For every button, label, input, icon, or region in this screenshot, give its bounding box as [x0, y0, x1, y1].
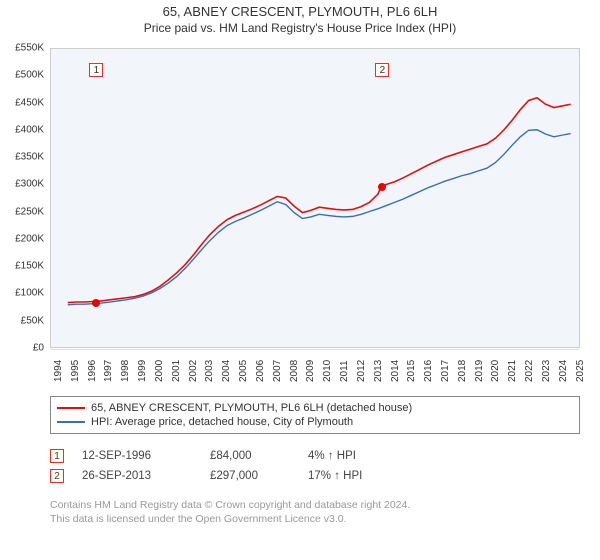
y-axis-labels: £0£50K£100K£150K£200K£250K£300K£350K£400… [0, 48, 48, 348]
y-tick-label: £400K [15, 124, 44, 135]
x-tick-label: 2014 [390, 360, 401, 382]
x-tick-label: 1997 [103, 360, 114, 382]
x-tick-label: 2003 [204, 360, 215, 382]
x-tick-label: 2002 [188, 360, 199, 382]
x-tick-label: 2013 [373, 360, 384, 382]
x-tick-label: 2009 [305, 360, 316, 382]
x-tick-label: 2023 [541, 360, 552, 382]
x-tick-label: 2004 [221, 360, 232, 382]
x-tick-label: 2019 [474, 360, 485, 382]
y-tick-label: £150K [15, 261, 44, 272]
sale-row-badge: 1 [50, 449, 64, 463]
x-tick-label: 1994 [53, 360, 64, 382]
y-tick-label: £200K [15, 233, 44, 244]
y-tick-label: £450K [15, 97, 44, 108]
sale-marker-badge: 2 [375, 63, 389, 77]
x-tick-label: 2008 [289, 360, 300, 382]
y-tick-label: £500K [15, 70, 44, 81]
sales-table: 1 12-SEP-1996 £84,000 4% ↑ HPI 2 26-SEP-2013 £… [50, 446, 580, 486]
sale-row: 2 26-SEP-2013 £297,000 17% ↑ HPI [50, 466, 580, 486]
footer-line-2: This data is licensed under the Open Gov… [50, 512, 580, 526]
chart-footer: Contains HM Land Registry data © Crown c… [50, 498, 580, 526]
x-tick-label: 2021 [507, 360, 518, 382]
legend-swatch [57, 421, 85, 423]
x-tick-label: 2010 [322, 360, 333, 382]
series-line-hpi [68, 130, 571, 305]
x-tick-label: 1999 [137, 360, 148, 382]
x-tick-label: 2005 [238, 360, 249, 382]
y-tick-label: £250K [15, 206, 44, 217]
x-tick-label: 2007 [272, 360, 283, 382]
x-tick-label: 2022 [524, 360, 535, 382]
sale-row: 1 12-SEP-1996 £84,000 4% ↑ HPI [50, 446, 580, 466]
sale-marker-badge: 1 [89, 63, 103, 77]
legend-swatch [57, 407, 85, 409]
plot-area: 12 [50, 48, 580, 348]
x-tick-label: 2001 [171, 360, 182, 382]
sale-row-price: £297,000 [210, 470, 290, 482]
chart-container: 65, ABNEY CRESCENT, PLYMOUTH, PL6 6LH Pr… [0, 0, 600, 560]
sale-row-price: £84,000 [210, 450, 290, 462]
x-tick-label: 1998 [120, 360, 131, 382]
legend-label: 65, ABNEY CRESCENT, PLYMOUTH, PL6 6LH (d… [91, 402, 412, 414]
chart-subtitle: Price paid vs. HM Land Registry's House … [0, 19, 600, 35]
footer-line-1: Contains HM Land Registry data © Crown c… [50, 498, 580, 512]
x-tick-label: 1995 [70, 360, 81, 382]
y-tick-label: £300K [15, 179, 44, 190]
x-tick-label: 2017 [440, 360, 451, 382]
x-tick-label: 1996 [87, 360, 98, 382]
x-tick-label: 2018 [457, 360, 468, 382]
y-tick-label: £550K [15, 43, 44, 54]
sale-marker-point [378, 183, 386, 191]
legend-label: HPI: Average price, detached house, City… [91, 416, 353, 428]
chart-lines-svg [51, 49, 579, 347]
y-tick-label: £50K [21, 315, 44, 326]
legend-row: HPI: Average price, detached house, City… [57, 415, 573, 429]
chart-title: 65, ABNEY CRESCENT, PLYMOUTH, PL6 6LH [0, 0, 600, 19]
y-tick-label: £350K [15, 152, 44, 163]
y-tick-label: £100K [15, 288, 44, 299]
x-axis-labels: 1994 1995 1996 1997 1998 1999 2000 2001 2002 2003… [50, 350, 580, 390]
x-tick-label: 2012 [356, 360, 367, 382]
y-tick-label: £0 [33, 343, 44, 354]
x-tick-label: 2016 [423, 360, 434, 382]
sale-row-hpi: 4% ↑ HPI [308, 450, 398, 462]
x-tick-label: 2020 [490, 360, 501, 382]
x-tick-label: 2015 [406, 360, 417, 382]
sale-marker-point [92, 299, 100, 307]
x-tick-label: 2024 [558, 360, 569, 382]
sale-row-date: 26-SEP-2013 [82, 470, 192, 482]
legend-row: 65, ABNEY CRESCENT, PLYMOUTH, PL6 6LH (d… [57, 401, 573, 415]
sale-row-date: 12-SEP-1996 [82, 450, 192, 462]
x-tick-label: 2006 [255, 360, 266, 382]
x-tick-label: 2011 [339, 360, 350, 382]
sale-row-hpi: 17% ↑ HPI [308, 470, 398, 482]
x-tick-label: 2000 [154, 360, 165, 382]
x-tick-label: 2025 [575, 360, 586, 382]
legend-box: 65, ABNEY CRESCENT, PLYMOUTH, PL6 6LH (d… [50, 396, 580, 434]
series-line-property [68, 98, 571, 303]
sale-row-badge: 2 [50, 469, 64, 483]
